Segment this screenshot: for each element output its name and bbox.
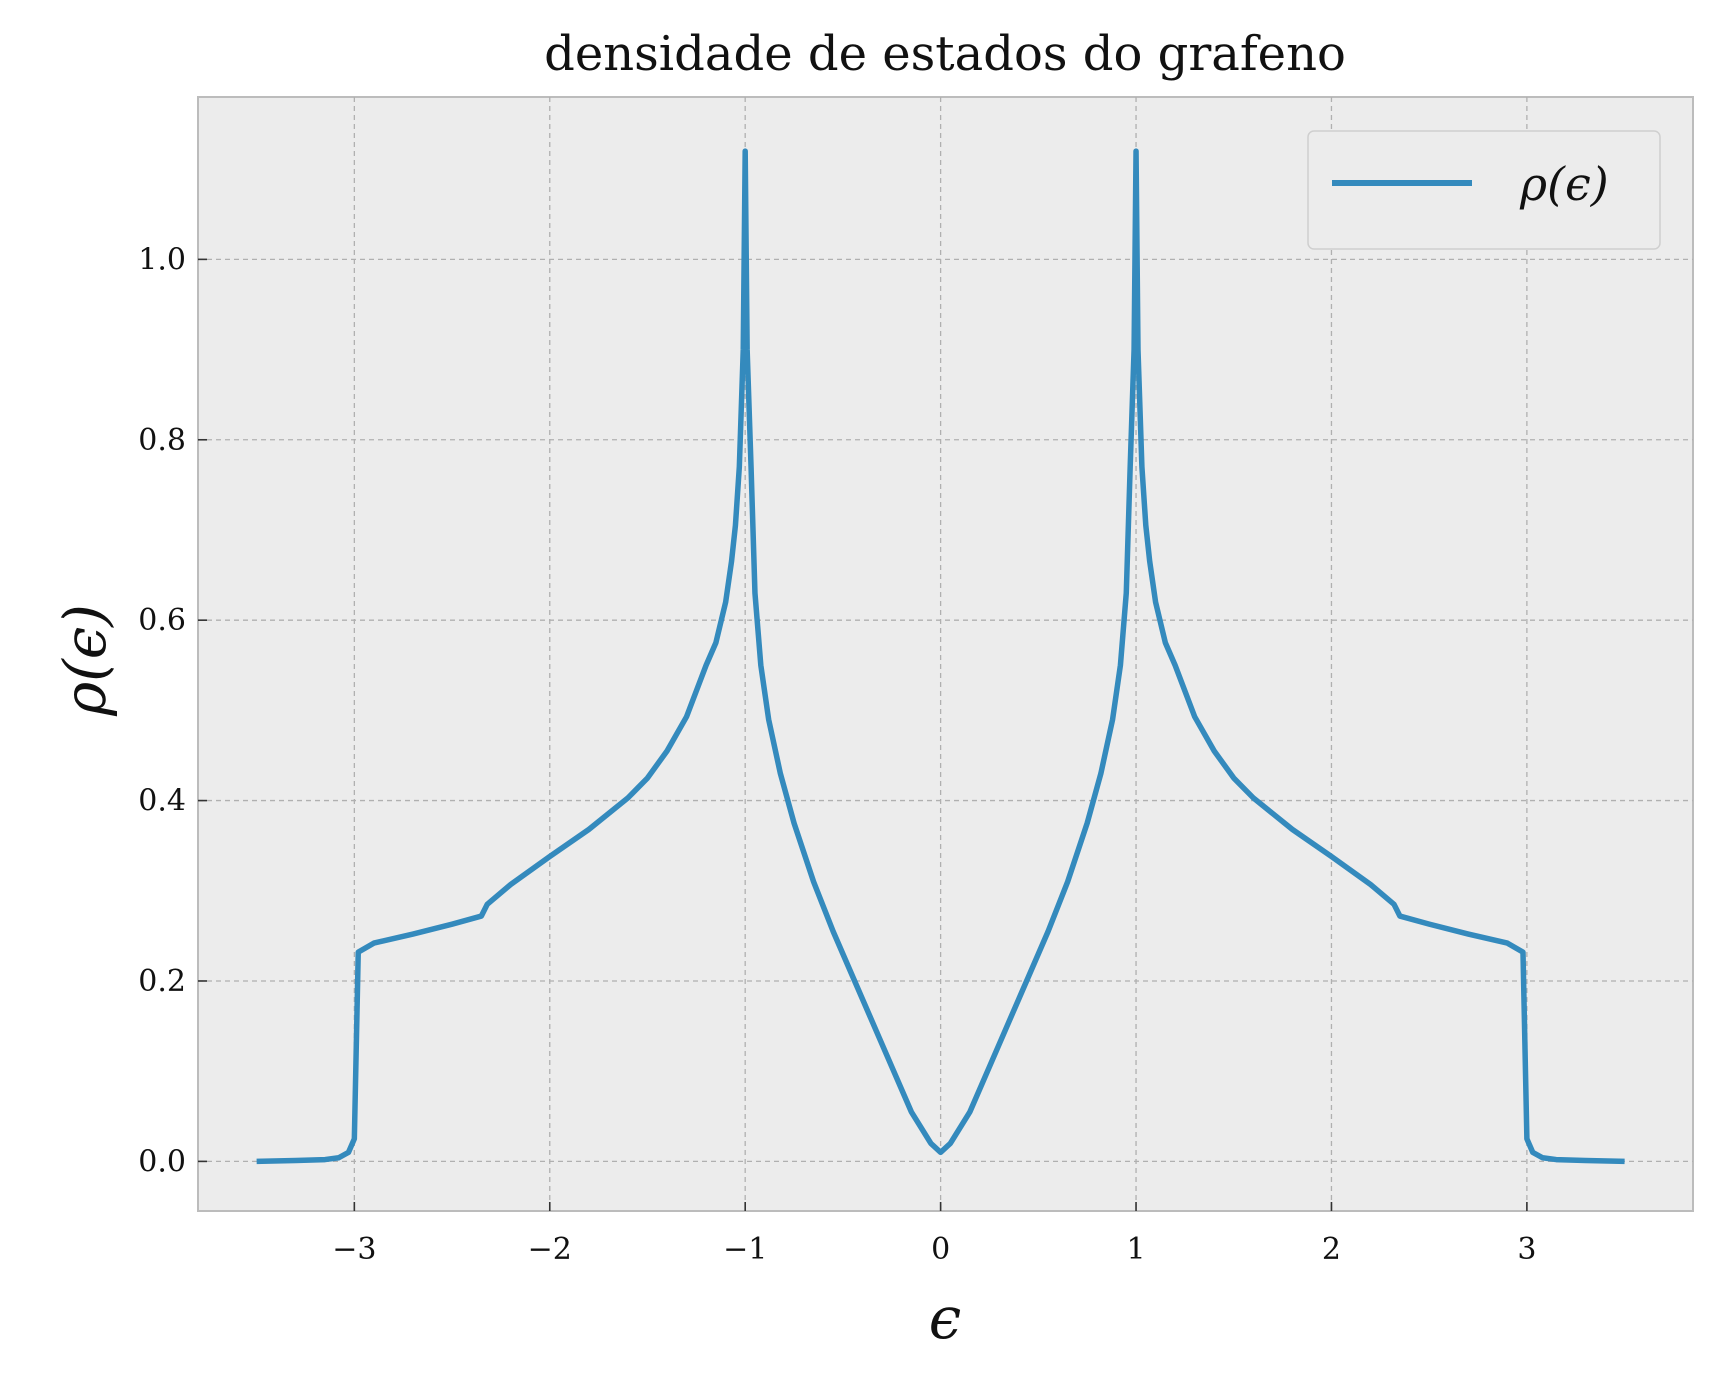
- y-axis-label: ρ(ϵ): [51, 604, 119, 717]
- x-tick-label: 1: [1126, 1232, 1145, 1267]
- chart-title: densidade de estados do grafeno: [544, 26, 1346, 82]
- y-tick-label: 0.2: [138, 964, 186, 999]
- x-tick-label: 2: [1322, 1232, 1341, 1267]
- y-tick-label: 1.0: [138, 242, 186, 277]
- x-axis-label: ϵ: [929, 1284, 961, 1352]
- series-line: [256, 148, 1625, 1165]
- x-tick-label: −1: [723, 1232, 767, 1267]
- legend: ρ(ϵ): [1307, 130, 1661, 250]
- y-tick-label: 0.8: [138, 423, 186, 458]
- series-layer: [256, 148, 1625, 1165]
- axis-ticks: −3 −2 −1 0 1 2 3 0.0 0.2 0.4 0.6 0.8 1.0: [138, 242, 1536, 1267]
- y-tick-label: 0.4: [138, 784, 186, 819]
- legend-box: [1307, 130, 1661, 250]
- y-tick-label: 0.0: [138, 1144, 186, 1179]
- x-tick-label: −3: [332, 1232, 376, 1267]
- y-tick-label: 0.6: [138, 603, 186, 638]
- plot-area: [197, 96, 1694, 1212]
- legend-series-label: ρ(ϵ): [1519, 157, 1609, 211]
- x-tick-label: 3: [1517, 1232, 1536, 1267]
- x-tick-label: 0: [931, 1232, 950, 1267]
- x-tick-label: −2: [528, 1232, 572, 1267]
